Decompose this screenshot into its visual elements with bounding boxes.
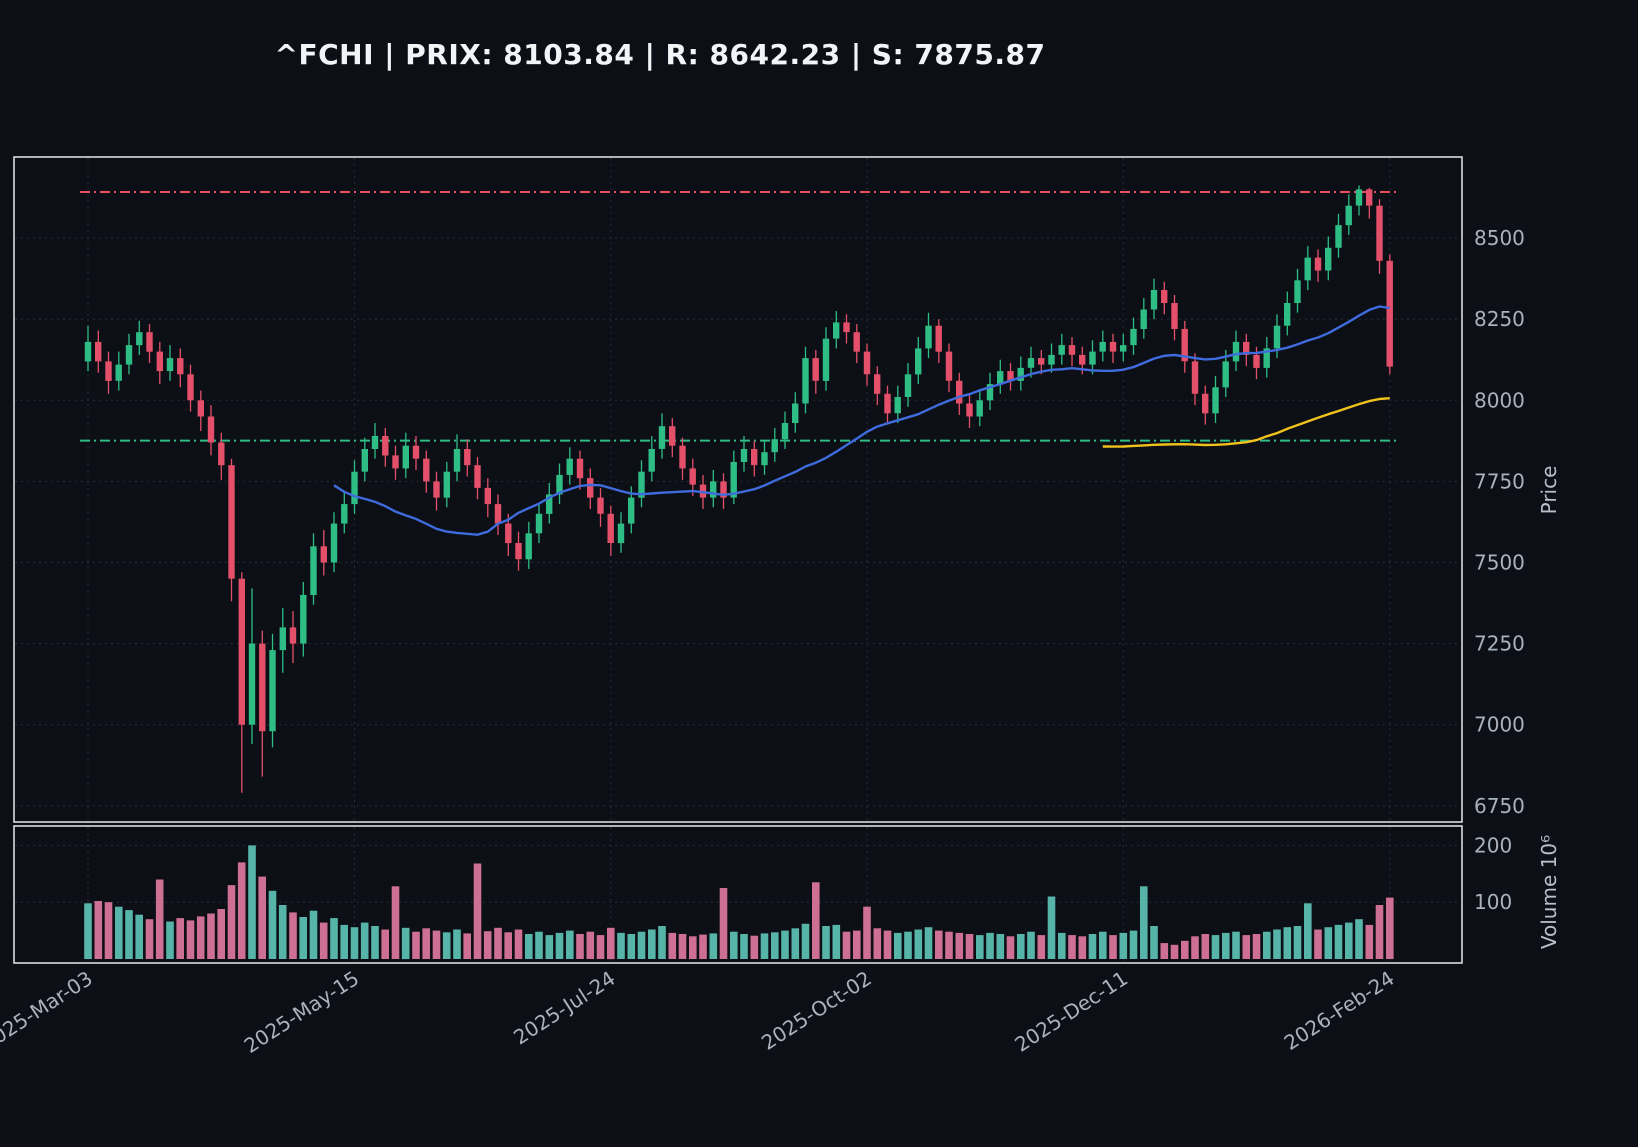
svg-text:2025-Jul-24: 2025-Jul-24	[509, 966, 619, 1049]
volume-tick-labels: 100 200	[1474, 833, 1512, 914]
svg-text:2026-Feb-24: 2026-Feb-24	[1280, 966, 1399, 1055]
sma-fast-line	[333, 305, 1390, 536]
svg-text:7000: 7000	[1474, 713, 1525, 737]
svg-text:8250: 8250	[1474, 307, 1525, 331]
svg-text:2025-Mar-03: 2025-Mar-03	[0, 966, 97, 1055]
svg-text:2025-May-15: 2025-May-15	[240, 966, 364, 1058]
svg-text:100: 100	[1474, 890, 1512, 914]
chart-title: ^FCHI | PRIX: 8103.84 | R: 8642.23 | S: …	[274, 38, 1046, 71]
sma-slow-line	[1102, 397, 1390, 448]
svg-text:8000: 8000	[1474, 388, 1525, 412]
svg-text:7500: 7500	[1474, 551, 1525, 575]
candlestick-series	[84, 185, 1393, 793]
svg-text:6750: 6750	[1474, 794, 1525, 818]
price-tick-labels: 6750 7000 7250 7500 7750 8000 8250 8500	[1474, 226, 1525, 818]
svg-text:2025-Dec-11: 2025-Dec-11	[1010, 966, 1132, 1057]
svg-text:7750: 7750	[1474, 469, 1525, 493]
volume-panel-border	[13, 825, 1463, 964]
volume-series	[84, 845, 1394, 960]
date-tick-labels: 2025-Mar-03 2025-May-15 2025-Jul-24 2025-Oc…	[0, 966, 1399, 1058]
svg-text:7250: 7250	[1474, 632, 1525, 656]
price-panel-border	[13, 156, 1463, 823]
svg-text:200: 200	[1474, 833, 1512, 857]
volume-axis-label: Volume 10⁶	[1537, 835, 1561, 949]
price-axis-label: Price	[1537, 466, 1561, 515]
svg-text:8500: 8500	[1474, 226, 1525, 250]
svg-text:2025-Oct-02: 2025-Oct-02	[757, 966, 876, 1055]
